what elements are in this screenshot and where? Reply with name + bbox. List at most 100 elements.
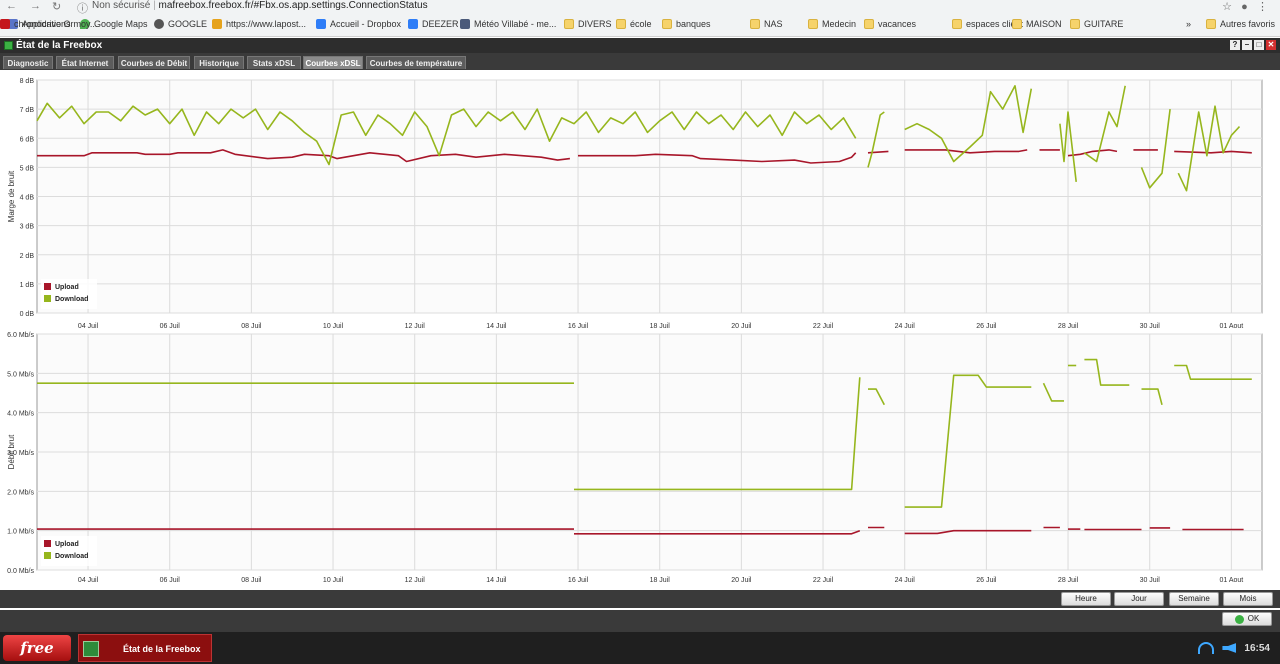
bookmark-8[interactable]: école <box>616 19 652 29</box>
security-label: Non sécurisé <box>92 0 151 11</box>
bookmark-0[interactable]: Applications <box>8 19 71 29</box>
url-field[interactable]: Non sécurisé | mafreebox.freebox.fr/#Fbx… <box>92 0 428 11</box>
y-axis-label: Débit brut <box>7 434 16 469</box>
bookmark-15[interactable]: GUITARE <box>1070 19 1123 29</box>
close-icon[interactable]: ✕ <box>1266 40 1276 50</box>
bookmark-label: chronodrive Ormoy... <box>14 19 98 29</box>
bookmark-6[interactable]: Météo Villabé - me... <box>460 19 556 29</box>
x-tick-label: 04 Juil <box>78 577 99 584</box>
y-axis-label: Marge de bruit <box>7 170 16 222</box>
tab--tat-internet[interactable]: État Internet <box>56 56 114 69</box>
x-tick-label: 18 Juil <box>650 577 671 584</box>
bookmark-12[interactable]: vacances <box>864 19 916 29</box>
other-bookmarks[interactable]: Autres favoris <box>1206 19 1275 29</box>
x-tick-label: 01 Aout <box>1220 323 1244 330</box>
series-upload-line <box>37 149 570 163</box>
series-download-line <box>904 85 1033 163</box>
profile-icon[interactable]: ● <box>1241 1 1248 13</box>
tab-courbes-de-temp-rature[interactable]: Courbes de température <box>366 56 466 69</box>
x-tick-label: 26 Juil <box>976 577 997 584</box>
star-icon[interactable]: ☆ <box>1222 1 1232 13</box>
tab-historique[interactable]: Historique <box>194 56 244 69</box>
bookmark-label: espaces client <box>966 19 1024 29</box>
tab-courbes-xdsl[interactable]: Courbes xDSL <box>303 56 363 69</box>
bookmark-2[interactable]: GOOGLE <box>154 19 207 29</box>
bookmark-label: banques <box>676 19 711 29</box>
browser-actions: ☆ ● ⋮ <box>1222 0 1268 13</box>
range-month-button[interactable]: Mois <box>1223 592 1273 606</box>
bookmark-label: Applications <box>22 19 71 29</box>
info-icon[interactable]: ⓘ <box>77 3 88 15</box>
y-tick-label: 5.0 Mb/s <box>7 371 34 378</box>
folder-icon <box>564 19 574 29</box>
range-week-button[interactable]: Semaine <box>1169 592 1219 606</box>
folder-icon <box>750 19 760 29</box>
tab-courbes-de-d-bit[interactable]: Courbes de Débit <box>118 56 190 69</box>
ok-label: OK <box>1247 614 1260 623</box>
forward-icon[interactable]: → <box>30 0 41 12</box>
series-download-line <box>904 374 1032 508</box>
bookmark-4[interactable]: Accueil - Dropbox <box>316 19 401 29</box>
series-download-line <box>1140 108 1171 189</box>
bookmark-5[interactable]: DEEZER <box>408 19 459 29</box>
window-titlebar: État de la Freebox ? – □ ✕ <box>0 38 1280 53</box>
other-bookmarks-label: Autres favoris <box>1220 19 1276 29</box>
series-upload-line <box>904 149 1028 154</box>
bookmark-9[interactable]: banques <box>662 19 711 29</box>
series-download-line <box>1084 358 1130 386</box>
range-day-button[interactable]: Jour <box>1114 592 1164 606</box>
bookmark-label: Medecin <box>822 19 857 29</box>
free-start-button[interactable]: free <box>3 635 71 661</box>
bookmark-13[interactable]: espaces client <box>952 19 1023 29</box>
x-tick-label: 14 Juil <box>486 577 507 584</box>
x-tick-label: 24 Juil <box>895 577 916 584</box>
notification-icon[interactable] <box>1222 643 1237 653</box>
dropbox-icon <box>316 19 326 29</box>
back-icon[interactable]: ← <box>6 0 17 12</box>
bookmark-10[interactable]: NAS <box>750 19 783 29</box>
bookmark-label: école <box>630 19 652 29</box>
bookmark-7[interactable]: DIVERS <box>564 19 612 29</box>
bookmark-label: MAISON <box>1026 19 1062 29</box>
clock: 16:54 <box>1244 642 1270 654</box>
legend-swatch-upload <box>44 283 51 290</box>
wifi-icon[interactable] <box>1198 642 1215 654</box>
x-tick-label: 10 Juil <box>323 323 344 330</box>
tab-diagnostic[interactable]: Diagnostic <box>3 56 53 69</box>
url-text: mafreebox.freebox.fr/#Fbx.os.app.setting… <box>158 0 428 11</box>
range-hour-button[interactable]: Heure <box>1061 592 1111 606</box>
x-tick-label: 16 Juil <box>568 577 589 584</box>
bookmark-11[interactable]: Medecin <box>808 19 856 29</box>
ok-button[interactable]: OK <box>1222 612 1272 626</box>
legend-label-download: Download <box>55 296 88 303</box>
legend-swatch-download <box>44 295 51 302</box>
x-tick-label: 14 Juil <box>486 323 507 330</box>
y-tick-label: 3.0 Mb/s <box>7 450 34 457</box>
help-icon[interactable]: ? <box>1230 40 1240 50</box>
dropbox-icon <box>408 19 418 29</box>
menu-icon[interactable]: ⋮ <box>1257 1 1268 13</box>
bookmark-3[interactable]: https://www.lapost... <box>212 19 306 29</box>
series-upload-line <box>578 152 857 164</box>
chrono-icon <box>0 19 10 29</box>
reload-icon[interactable]: ↻ <box>52 1 62 13</box>
bookmark-16[interactable]: chronodrive Ormoy... <box>0 19 97 29</box>
bookmark-label: DEEZER <box>422 19 459 29</box>
y-tick-label: 7 dB <box>20 107 35 114</box>
series-upload-line <box>1067 149 1118 157</box>
bookmark-14[interactable]: MAISON <box>1012 19 1062 29</box>
maximize-icon[interactable]: □ <box>1254 40 1264 50</box>
tab-stats-xdsl[interactable]: Stats xDSL <box>247 56 301 69</box>
legend-label-upload: Upload <box>55 541 79 548</box>
taskbar-item-freebox[interactable]: État de la Freebox <box>78 634 212 662</box>
minimize-icon[interactable]: – <box>1242 40 1252 50</box>
y-tick-label: 3 dB <box>20 224 35 231</box>
bookmark-1[interactable]: Google Maps <box>80 19 148 29</box>
folder-icon <box>1070 19 1080 29</box>
x-tick-label: 28 Juil <box>1058 323 1079 330</box>
address-bar: ← → ↻ ⓘ Non sécurisé | mafreebox.freebox… <box>0 0 1280 15</box>
legend-swatch-download <box>44 552 51 559</box>
chart-0: 0 dB 1 dB 2 dB 3 dB 4 dB 5 dB 6 dB 7 dB 8 dB 04 J… <box>7 78 1263 330</box>
bookmarks-more-icon[interactable]: » <box>1186 19 1192 29</box>
series-upload-line <box>574 529 861 535</box>
